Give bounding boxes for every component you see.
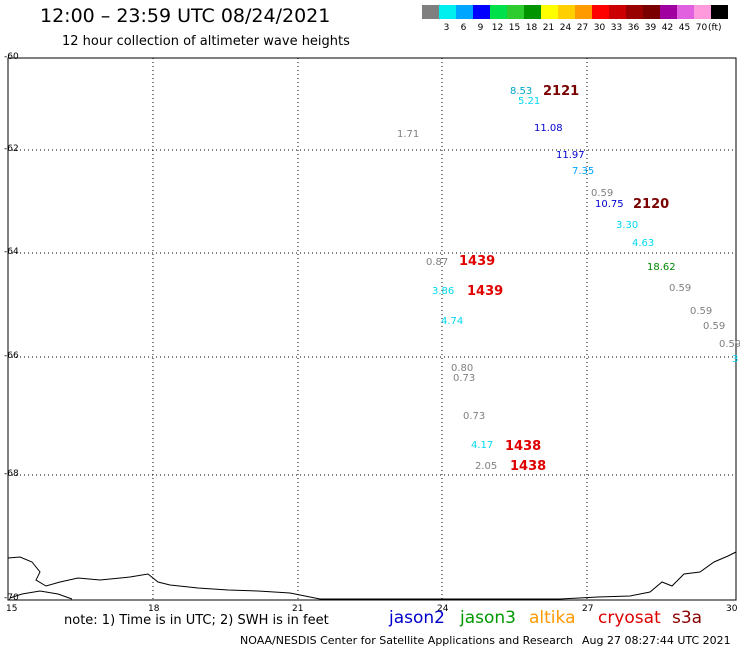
lat-label-60: -60 — [4, 52, 19, 62]
color-scale-swatch — [507, 5, 524, 19]
swh-observation: 0.73 — [453, 373, 476, 384]
swh-observation: 4.63 — [632, 238, 655, 249]
lon-label-27: 27 — [582, 604, 594, 614]
generated-timestamp: Aug 27 08:27:44 UTC 2021 — [582, 634, 731, 647]
lon-label-18: 18 — [148, 604, 160, 614]
swh-observation: 11.08 — [534, 123, 563, 134]
lon-label-21: 21 — [292, 604, 304, 614]
color-scale-label: 30 — [593, 23, 606, 33]
color-scale-swatch — [558, 5, 575, 19]
color-scale-label: 3 — [443, 23, 450, 33]
swh-observation: 2.05 — [475, 461, 498, 472]
color-scale-label: 15 — [508, 23, 521, 33]
swh-observation: 8.53 — [510, 86, 533, 97]
graticule — [8, 58, 736, 600]
swh-observation: 0.59 — [703, 321, 726, 332]
color-scale-swatch — [609, 5, 626, 19]
lat-label-62: -62 — [4, 144, 19, 154]
lon-label-30: 30 — [726, 604, 738, 614]
color-scale-label: 6 — [460, 23, 467, 33]
lon-label-15: 15 — [6, 604, 18, 614]
swh-observation: 4.17 — [471, 440, 494, 451]
color-scale-swatch — [660, 5, 677, 19]
coastline — [7, 551, 737, 600]
swh-observation: 11.97 — [556, 150, 585, 161]
satellite-legend-altika: altika — [529, 608, 576, 628]
pass-time-label: 1439 — [467, 284, 504, 299]
pass-time-label: 2121 — [543, 84, 580, 99]
credit-line: NOAA/NESDIS Center for Satellite Applica… — [240, 634, 574, 647]
color-scale-swatch — [439, 5, 456, 19]
satellite-legend-s3a: s3a — [672, 608, 703, 628]
map-subtitle: 12 hour collection of altimeter wave hei… — [62, 34, 350, 49]
color-scale-label: 45 — [678, 23, 691, 33]
color-scale-label: 33 — [610, 23, 623, 33]
pass-time-label: 2120 — [633, 197, 670, 212]
lat-label-70: -70 — [4, 593, 19, 603]
swh-observation: 10.75 — [595, 199, 624, 210]
swh-observation: 1.71 — [397, 129, 420, 140]
map-frame — [7, 57, 737, 601]
color-scale-swatch — [541, 5, 558, 19]
swh-observation: 0.59 — [719, 339, 740, 350]
satellite-legend-jason3: jason3 — [460, 608, 516, 628]
swh-observation: 0.73 — [463, 411, 486, 422]
swh-observation: 3.86 — [432, 286, 455, 297]
color-scale-swatch — [490, 5, 507, 19]
swh-observation: 18.62 — [647, 262, 676, 273]
swh-observation: 3.30 — [616, 220, 639, 231]
satellite-legend-jason2: jason2 — [389, 608, 445, 628]
color-scale-label: 24 — [559, 23, 572, 33]
swh-observation: 3 — [732, 354, 739, 365]
color-scale-swatch — [592, 5, 609, 19]
pass-time-label: 1438 — [510, 459, 547, 474]
color-scale-swatch — [643, 5, 660, 19]
color-scale-swatch — [694, 5, 711, 19]
color-scale-swatch — [575, 5, 592, 19]
color-scale-swatch — [711, 5, 728, 19]
swh-observation: 0.59 — [690, 306, 713, 317]
color-scale-label: 39 — [644, 23, 657, 33]
color-scale-label: 70 — [695, 23, 708, 33]
map-title: 12:00 – 23:59 UTC 08/24/2021 — [40, 5, 331, 27]
swh-observation: 4.74 — [441, 316, 464, 327]
units-note: note: 1) Time is in UTC; 2) SWH is in fe… — [64, 613, 329, 628]
color-scale-label: 21 — [542, 23, 555, 33]
color-scale-label: 27 — [576, 23, 589, 33]
color-scale-swatch — [456, 5, 473, 19]
color-scale-label: 12 — [491, 23, 504, 33]
swh-observation: 0.87 — [426, 257, 449, 268]
color-scale-label: 42 — [661, 23, 674, 33]
color-scale-unit: (ft) — [708, 23, 722, 33]
lon-label-24: 24 — [437, 604, 449, 614]
pass-time-label: 1438 — [505, 439, 542, 454]
color-scale-label: 36 — [627, 23, 640, 33]
color-scale-swatch — [626, 5, 643, 19]
color-scale-label: 9 — [477, 23, 484, 33]
color-scale-swatch — [473, 5, 490, 19]
swh-observation: 5.21 — [518, 96, 541, 107]
coastline-islet — [9, 590, 73, 600]
swh-observation: 0.59 — [669, 283, 692, 294]
swh-observation: 0.80 — [451, 363, 474, 374]
color-scale-swatch — [422, 5, 439, 19]
swh-observation: 0.59 — [591, 188, 614, 199]
lat-label-68: -68 — [4, 469, 19, 479]
color-scale-swatch — [677, 5, 694, 19]
lat-label-66: -66 — [4, 351, 19, 361]
swh-observation: 7.35 — [572, 166, 595, 177]
color-scale-swatch — [524, 5, 541, 19]
color-scale-label: 18 — [525, 23, 538, 33]
lat-label-64: -64 — [4, 247, 19, 257]
pass-time-label: 1439 — [459, 254, 496, 269]
satellite-legend-cryosat: cryosat — [598, 608, 661, 628]
